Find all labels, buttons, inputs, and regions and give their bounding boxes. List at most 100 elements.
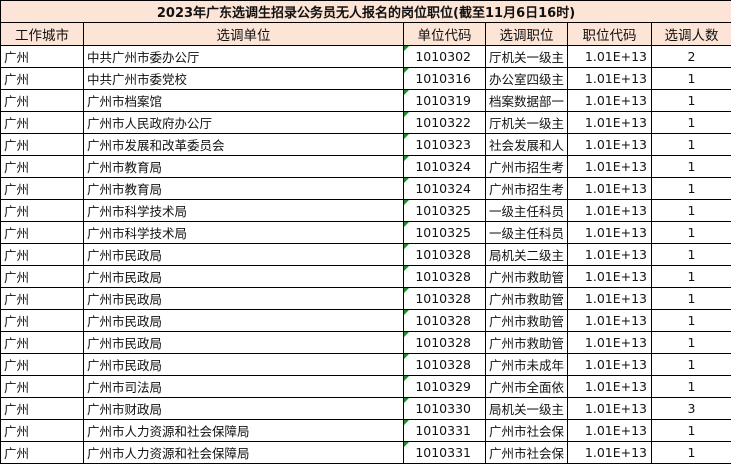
position-cell[interactable]: 广州市社会保 — [485, 441, 568, 464]
unit-cell[interactable]: 广州市发展和改革委员会 — [83, 133, 404, 156]
count-cell[interactable]: 1 — [650, 419, 731, 442]
unit-cell[interactable]: 广州市教育局 — [83, 177, 404, 200]
position-code-cell[interactable]: 1.01E+13 — [567, 45, 652, 68]
column-header[interactable]: 职位代码 — [567, 22, 652, 46]
unit-code-cell[interactable]: 1010325 — [403, 221, 486, 244]
position-code-cell[interactable]: 1.01E+13 — [567, 375, 652, 398]
unit-cell[interactable]: 广州市民政局 — [83, 243, 404, 266]
position-code-cell[interactable]: 1.01E+13 — [567, 199, 652, 222]
position-cell[interactable]: 广州市救助管 — [485, 287, 568, 310]
city-cell[interactable]: 广州 — [0, 397, 84, 420]
unit-cell[interactable]: 广州市民政局 — [83, 309, 404, 332]
position-cell[interactable]: 一级主任科员 — [485, 199, 568, 222]
city-cell[interactable]: 广州 — [0, 243, 84, 266]
column-header[interactable]: 选调单位 — [83, 22, 404, 46]
position-cell[interactable]: 厅机关一级主 — [485, 45, 568, 68]
unit-cell[interactable]: 广州市民政局 — [83, 265, 404, 288]
city-cell[interactable]: 广州 — [0, 155, 84, 178]
unit-code-cell[interactable]: 1010302 — [403, 45, 486, 68]
position-code-cell[interactable]: 1.01E+13 — [567, 111, 652, 134]
column-header[interactable]: 单位代码 — [403, 22, 486, 46]
count-cell[interactable]: 1 — [650, 287, 731, 310]
unit-code-cell[interactable]: 1010330 — [403, 397, 486, 420]
column-header[interactable]: 选调人数 — [650, 22, 731, 46]
unit-code-cell[interactable]: 1010328 — [403, 309, 486, 332]
unit-cell[interactable]: 广州市档案馆 — [83, 89, 404, 112]
city-cell[interactable]: 广州 — [0, 287, 84, 310]
position-cell[interactable]: 广州市招生考 — [485, 177, 568, 200]
unit-cell[interactable]: 广州市民政局 — [83, 287, 404, 310]
unit-code-cell[interactable]: 1010319 — [403, 89, 486, 112]
unit-cell[interactable]: 广州市司法局 — [83, 375, 404, 398]
count-cell[interactable]: 1 — [650, 375, 731, 398]
position-code-cell[interactable]: 1.01E+13 — [567, 133, 652, 156]
unit-code-cell[interactable]: 1010329 — [403, 375, 486, 398]
column-header[interactable]: 工作城市 — [0, 22, 84, 46]
position-code-cell[interactable]: 1.01E+13 — [567, 155, 652, 178]
unit-code-cell[interactable]: 1010328 — [403, 265, 486, 288]
city-cell[interactable]: 广州 — [0, 441, 84, 464]
city-cell[interactable]: 广州 — [0, 309, 84, 332]
city-cell[interactable]: 广州 — [0, 111, 84, 134]
position-code-cell[interactable]: 1.01E+13 — [567, 441, 652, 464]
count-cell[interactable]: 1 — [650, 265, 731, 288]
unit-code-cell[interactable]: 1010328 — [403, 243, 486, 266]
position-cell[interactable]: 厅机关一级主 — [485, 111, 568, 134]
position-code-cell[interactable]: 1.01E+13 — [567, 309, 652, 332]
position-code-cell[interactable]: 1.01E+13 — [567, 243, 652, 266]
position-cell[interactable]: 局机关二级主 — [485, 243, 568, 266]
unit-cell[interactable]: 广州市科学技术局 — [83, 221, 404, 244]
position-code-cell[interactable]: 1.01E+13 — [567, 89, 652, 112]
position-cell[interactable]: 广州市招生考 — [485, 155, 568, 178]
count-cell[interactable]: 1 — [650, 155, 731, 178]
position-cell[interactable]: 局机关一级主 — [485, 397, 568, 420]
unit-code-cell[interactable]: 1010328 — [403, 287, 486, 310]
count-cell[interactable]: 1 — [650, 199, 731, 222]
city-cell[interactable]: 广州 — [0, 133, 84, 156]
column-header[interactable]: 选调职位 — [485, 22, 568, 46]
unit-code-cell[interactable]: 1010328 — [403, 353, 486, 376]
position-cell[interactable]: 办公室四级主 — [485, 67, 568, 90]
city-cell[interactable]: 广州 — [0, 45, 84, 68]
count-cell[interactable]: 1 — [650, 353, 731, 376]
unit-cell[interactable]: 广州市人力资源和社会保障局 — [83, 419, 404, 442]
count-cell[interactable]: 1 — [650, 89, 731, 112]
unit-cell[interactable]: 广州市人民政府办公厅 — [83, 111, 404, 134]
unit-cell[interactable]: 广州市财政局 — [83, 397, 404, 420]
unit-code-cell[interactable]: 1010331 — [403, 441, 486, 464]
table-title[interactable]: 2023年广东选调生招录公务员无人报名的岗位职位(截至11月6日16时) — [0, 0, 731, 23]
position-cell[interactable]: 广州市救助管 — [485, 309, 568, 332]
city-cell[interactable]: 广州 — [0, 419, 84, 442]
city-cell[interactable]: 广州 — [0, 331, 84, 354]
unit-cell[interactable]: 广州市民政局 — [83, 353, 404, 376]
position-cell[interactable]: 广州市救助管 — [485, 265, 568, 288]
position-cell[interactable]: 广州市救助管 — [485, 331, 568, 354]
count-cell[interactable]: 1 — [650, 133, 731, 156]
unit-code-cell[interactable]: 1010324 — [403, 155, 486, 178]
city-cell[interactable]: 广州 — [0, 375, 84, 398]
position-code-cell[interactable]: 1.01E+13 — [567, 265, 652, 288]
unit-cell[interactable]: 广州市人力资源和社会保障局 — [83, 441, 404, 464]
unit-cell[interactable]: 广州市民政局 — [83, 331, 404, 354]
city-cell[interactable]: 广州 — [0, 177, 84, 200]
unit-cell[interactable]: 中共广州市委办公厅 — [83, 45, 404, 68]
city-cell[interactable]: 广州 — [0, 67, 84, 90]
position-cell[interactable]: 一级主任科员 — [485, 221, 568, 244]
unit-code-cell[interactable]: 1010331 — [403, 419, 486, 442]
city-cell[interactable]: 广州 — [0, 353, 84, 376]
count-cell[interactable]: 2 — [650, 45, 731, 68]
count-cell[interactable]: 1 — [650, 111, 731, 134]
unit-cell[interactable]: 广州市科学技术局 — [83, 199, 404, 222]
count-cell[interactable]: 1 — [650, 243, 731, 266]
position-code-cell[interactable]: 1.01E+13 — [567, 419, 652, 442]
unit-cell[interactable]: 中共广州市委党校 — [83, 67, 404, 90]
position-code-cell[interactable]: 1.01E+13 — [567, 67, 652, 90]
unit-code-cell[interactable]: 1010328 — [403, 331, 486, 354]
city-cell[interactable]: 广州 — [0, 89, 84, 112]
count-cell[interactable]: 1 — [650, 67, 731, 90]
count-cell[interactable]: 1 — [650, 331, 731, 354]
unit-code-cell[interactable]: 1010324 — [403, 177, 486, 200]
position-code-cell[interactable]: 1.01E+13 — [567, 177, 652, 200]
count-cell[interactable]: 3 — [650, 397, 731, 420]
count-cell[interactable]: 1 — [650, 221, 731, 244]
